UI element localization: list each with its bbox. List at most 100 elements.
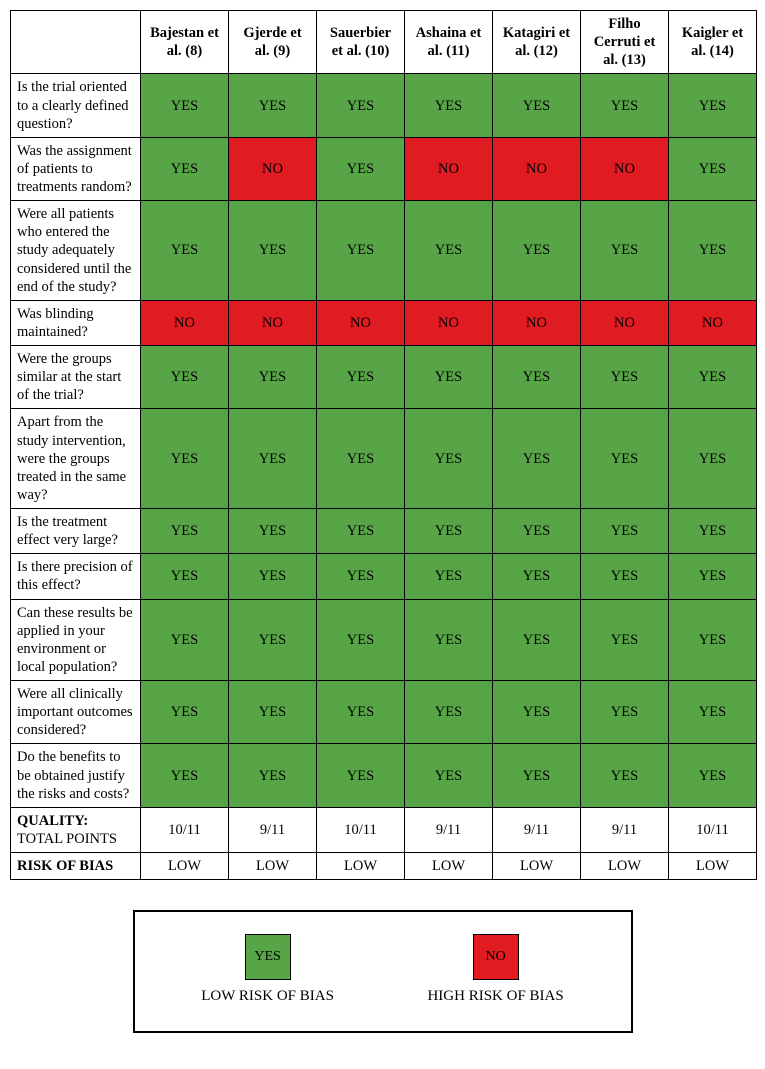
cell-yes: YES: [317, 599, 405, 681]
risk-value: LOW: [581, 853, 669, 880]
question-cell: Is there precision of this effect?: [11, 554, 141, 599]
cell-yes: YES: [493, 744, 581, 807]
table-row: Was blinding maintained?NONONONONONONO: [11, 300, 757, 345]
table-row: Were all patients who entered the study …: [11, 201, 757, 301]
table-row: Can these results be applied in your env…: [11, 599, 757, 681]
risk-label: RISK OF BIAS: [11, 853, 141, 880]
legend-label-low: LOW RISK OF BIAS: [201, 988, 334, 1005]
quality-score: 9/11: [229, 807, 317, 852]
question-cell: Was the assignment of patients to treatm…: [11, 137, 141, 200]
cell-yes: YES: [669, 137, 757, 200]
cell-yes: YES: [229, 744, 317, 807]
cell-yes: YES: [229, 554, 317, 599]
table-row: Were all clinically important outcomes c…: [11, 681, 757, 744]
risk-value: LOW: [141, 853, 229, 880]
cell-yes: YES: [493, 74, 581, 137]
cell-yes: YES: [581, 554, 669, 599]
cell-yes: YES: [405, 681, 493, 744]
header-study-3: Sauerbier et al. (10): [317, 11, 405, 74]
cell-yes: YES: [317, 744, 405, 807]
table-row: Were the groups similar at the start of …: [11, 346, 757, 409]
cell-yes: YES: [493, 599, 581, 681]
header-study-5: Katagiri et al. (12): [493, 11, 581, 74]
risk-value: LOW: [405, 853, 493, 880]
cell-yes: YES: [405, 74, 493, 137]
legend-box: YES LOW RISK OF BIAS NO HIGH RISK OF BIA…: [133, 910, 633, 1033]
cell-yes: YES: [229, 409, 317, 509]
cell-yes: YES: [669, 744, 757, 807]
cell-yes: YES: [405, 744, 493, 807]
cell-yes: YES: [405, 554, 493, 599]
header-study-1: Bajestan et al. (8): [141, 11, 229, 74]
header-empty: [11, 11, 141, 74]
cell-no: NO: [141, 300, 229, 345]
cell-yes: YES: [141, 509, 229, 554]
quality-score: 9/11: [405, 807, 493, 852]
cell-yes: YES: [317, 137, 405, 200]
risk-row: RISK OF BIASLOWLOWLOWLOWLOWLOWLOW: [11, 853, 757, 880]
cell-yes: YES: [493, 554, 581, 599]
cell-yes: YES: [405, 599, 493, 681]
cell-yes: YES: [669, 509, 757, 554]
quality-score: 9/11: [581, 807, 669, 852]
cell-yes: YES: [405, 409, 493, 509]
cell-yes: YES: [669, 201, 757, 301]
table-row: Is the trial oriented to a clearly defin…: [11, 74, 757, 137]
legend-item-no: NO HIGH RISK OF BIAS: [427, 934, 563, 1005]
cell-yes: YES: [141, 681, 229, 744]
cell-yes: YES: [141, 346, 229, 409]
cell-yes: YES: [669, 554, 757, 599]
cell-no: NO: [581, 300, 669, 345]
quality-label: QUALITY: TOTAL POINTS: [11, 807, 141, 852]
cell-yes: YES: [141, 137, 229, 200]
risk-value: LOW: [229, 853, 317, 880]
cell-yes: YES: [493, 681, 581, 744]
question-cell: Was blinding maintained?: [11, 300, 141, 345]
cell-yes: YES: [493, 346, 581, 409]
quality-score: 10/11: [669, 807, 757, 852]
cell-yes: YES: [229, 509, 317, 554]
cell-yes: YES: [317, 74, 405, 137]
cell-yes: YES: [405, 346, 493, 409]
risk-value: LOW: [317, 853, 405, 880]
cell-yes: YES: [581, 681, 669, 744]
quality-row: QUALITY: TOTAL POINTS10/119/1110/119/119…: [11, 807, 757, 852]
cell-yes: YES: [493, 409, 581, 509]
cell-yes: YES: [581, 201, 669, 301]
question-cell: Were all patients who entered the study …: [11, 201, 141, 301]
header-study-2: Gjerde et al. (9): [229, 11, 317, 74]
cell-no: NO: [669, 300, 757, 345]
legend-swatch-yes: YES: [245, 934, 291, 980]
legend-swatch-no: NO: [473, 934, 519, 980]
risk-value: LOW: [669, 853, 757, 880]
cell-yes: YES: [141, 201, 229, 301]
cell-yes: YES: [581, 74, 669, 137]
question-cell: Apart from the study intervention, were …: [11, 409, 141, 509]
question-cell: Can these results be applied in your env…: [11, 599, 141, 681]
cell-yes: YES: [493, 201, 581, 301]
cell-yes: YES: [669, 346, 757, 409]
header-study-6: Filho Cerruti et al. (13): [581, 11, 669, 74]
header-study-7: Kaigler et al. (14): [669, 11, 757, 74]
cell-yes: YES: [141, 409, 229, 509]
cell-yes: YES: [141, 744, 229, 807]
question-cell: Were all clinically important outcomes c…: [11, 681, 141, 744]
cell-no: NO: [229, 137, 317, 200]
cell-no: NO: [405, 137, 493, 200]
question-cell: Is the trial oriented to a clearly defin…: [11, 74, 141, 137]
cell-yes: YES: [141, 554, 229, 599]
cell-yes: YES: [317, 346, 405, 409]
cell-yes: YES: [669, 74, 757, 137]
cell-yes: YES: [229, 74, 317, 137]
cell-yes: YES: [229, 346, 317, 409]
cell-yes: YES: [141, 74, 229, 137]
quality-score: 10/11: [317, 807, 405, 852]
cell-yes: YES: [229, 681, 317, 744]
cell-yes: YES: [493, 509, 581, 554]
cell-no: NO: [581, 137, 669, 200]
cell-yes: YES: [405, 509, 493, 554]
cell-no: NO: [493, 300, 581, 345]
cell-yes: YES: [317, 554, 405, 599]
cell-yes: YES: [229, 201, 317, 301]
risk-value: LOW: [493, 853, 581, 880]
